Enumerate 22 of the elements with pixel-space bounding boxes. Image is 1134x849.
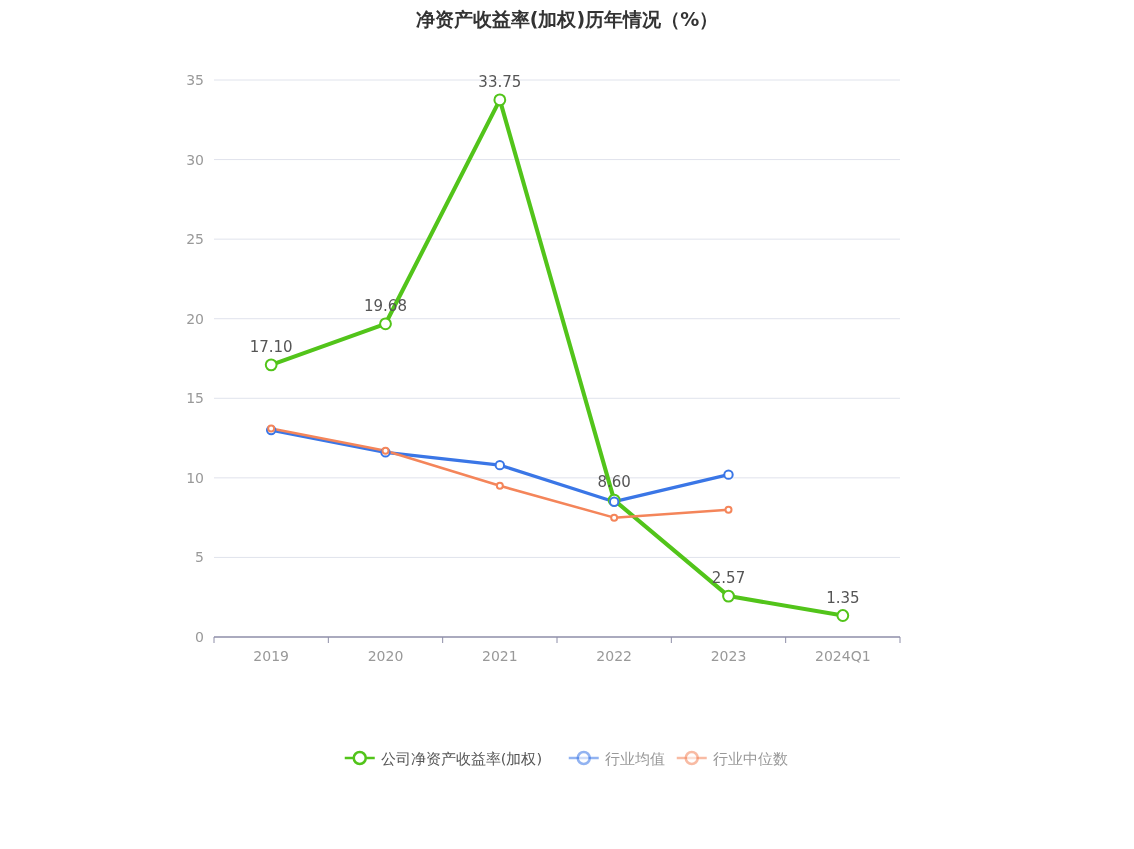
data-label: 1.35 — [826, 588, 860, 607]
legend-label: 行业均值 — [604, 751, 665, 767]
y-tick-label: 15 — [186, 390, 204, 407]
x-tick-label: 2019 — [253, 648, 289, 664]
data-label: 2.57 — [711, 569, 746, 588]
y-tick-label: 25 — [186, 231, 204, 248]
data-label: 33.75 — [478, 72, 522, 91]
x-tick-label: 2023 — [710, 648, 747, 664]
x-tick-label: 2024Q1 — [815, 648, 871, 664]
y-tick-label: 10 — [186, 469, 204, 486]
x-tick-label: 2020 — [367, 648, 404, 664]
y-tick-label: 5 — [195, 549, 204, 566]
y-tick-label: 20 — [186, 310, 204, 327]
x-tick-label: 2021 — [482, 648, 518, 664]
chart-title: 净资产收益率(加权)历年情况（%） — [415, 8, 719, 30]
data-label: 17.10 — [249, 337, 293, 356]
legend-label: 公司净资产收益率(加权) — [380, 751, 543, 767]
legend-label: 行业中位数 — [712, 751, 788, 767]
y-tick-label: 30 — [186, 151, 204, 168]
y-tick-label: 35 — [186, 72, 204, 88]
x-tick-label: 2022 — [596, 648, 632, 664]
y-tick-label: 0 — [195, 629, 204, 645]
